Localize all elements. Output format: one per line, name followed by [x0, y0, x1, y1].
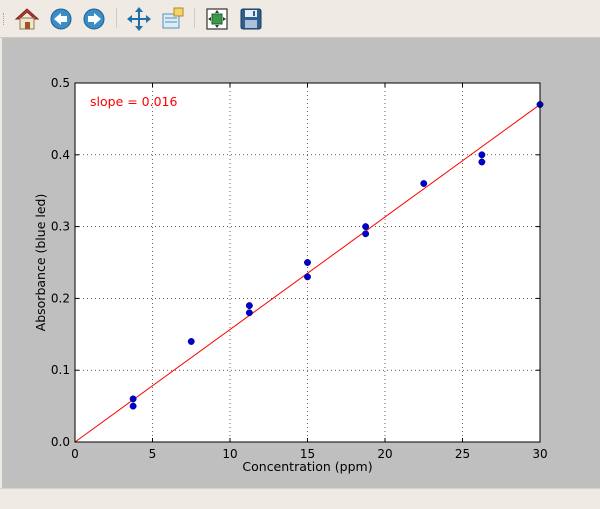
fit-line	[74, 104, 541, 443]
toolbar-grip[interactable]	[3, 13, 6, 25]
x-tick-label: 15	[300, 447, 315, 461]
arrow-right-icon	[83, 8, 105, 30]
x-tick-label: 0	[71, 447, 79, 461]
y-tick-label: 0.2	[51, 291, 70, 305]
y-tick-labels: 0.0 0.1 0.2 0.3 0.4 0.5	[51, 76, 70, 449]
data-point	[420, 180, 428, 187]
x-tick-label: 30	[532, 447, 547, 461]
status-bar	[0, 488, 600, 509]
toolbar-separator	[116, 8, 117, 28]
grid-lines	[75, 83, 540, 442]
x-tick-label: 20	[377, 447, 392, 461]
x-tick-label: 25	[455, 447, 470, 461]
data-point	[129, 395, 137, 403]
toolbar-separator	[194, 8, 195, 28]
arrow-left-icon	[50, 8, 72, 30]
data-point	[478, 151, 486, 159]
y-tick-label: 0.0	[51, 435, 70, 449]
zoom-rect-icon	[162, 7, 184, 29]
y-axis-label: Absorbance (blue led)	[33, 194, 48, 332]
y-tick-label: 0.5	[51, 76, 70, 90]
slope-annotation: slope = 0.016	[90, 94, 178, 109]
floppy-disk-icon	[240, 8, 262, 30]
scatter-plot: 0 5 10 15 20 25 30 0.0 0.1 0.2 0.3 0.4 0.5 slope = …	[33, 76, 548, 474]
navigation-toolbar	[0, 0, 600, 38]
x-axis-label: Concentration (ppm)	[242, 459, 372, 474]
data-point	[362, 230, 370, 238]
zoom-button[interactable]	[160, 6, 186, 32]
data-point	[245, 302, 253, 310]
data-point	[304, 259, 311, 266]
back-button[interactable]	[48, 6, 74, 32]
x-tick-labels: 0 5 10 15 20 25 30	[71, 447, 547, 461]
y-tick-label: 0.4	[51, 148, 70, 162]
data-point	[362, 223, 370, 231]
configure-subplots-icon	[206, 8, 228, 30]
figure-canvas[interactable]: 0 5 10 15 20 25 30 0.0 0.1 0.2 0.3 0.4 0.5 slope = …	[2, 38, 600, 488]
data-point	[478, 158, 486, 166]
axis-ticks	[74, 82, 541, 443]
save-button[interactable]	[238, 6, 264, 32]
data-point	[187, 338, 195, 345]
y-tick-label: 0.3	[51, 220, 70, 234]
home-icon	[14, 8, 40, 30]
data-point	[129, 402, 137, 410]
home-button[interactable]	[14, 6, 40, 32]
pan-button[interactable]	[126, 6, 152, 32]
x-tick-label: 10	[222, 447, 237, 461]
move-arrows-icon	[127, 7, 151, 31]
forward-button[interactable]	[81, 6, 107, 32]
data-point	[245, 309, 253, 317]
data-point	[304, 273, 311, 281]
x-tick-label: 5	[149, 447, 157, 461]
y-tick-label: 0.1	[51, 363, 70, 377]
subplots-button[interactable]	[204, 6, 230, 32]
